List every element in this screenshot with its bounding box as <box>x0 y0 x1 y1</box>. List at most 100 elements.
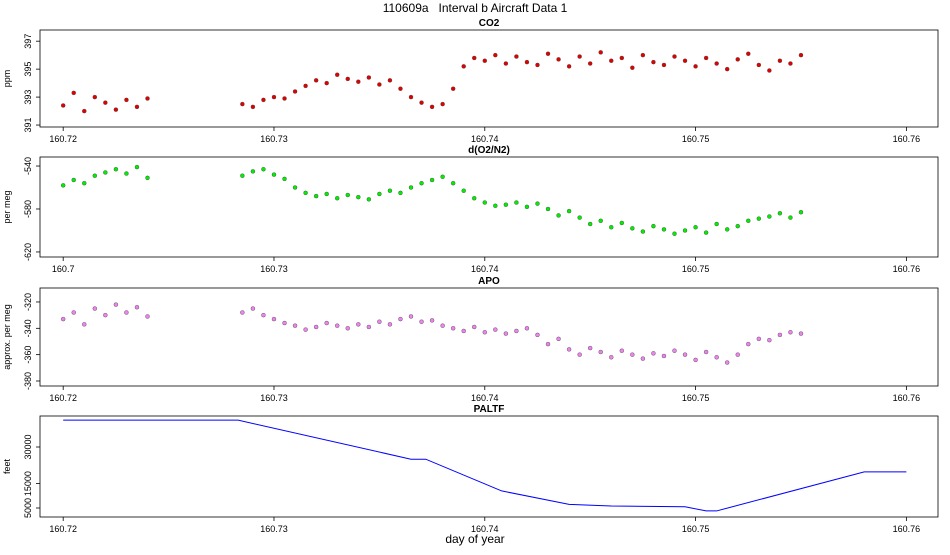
data-point <box>777 58 783 63</box>
data-point <box>345 326 350 331</box>
data-point <box>514 328 519 334</box>
data-point <box>366 75 372 80</box>
x-tick-label: 160.72 <box>49 134 77 144</box>
data-point <box>535 201 540 206</box>
x-tick-label: 160.75 <box>682 524 710 534</box>
data-point <box>450 86 456 91</box>
data-point <box>630 226 635 231</box>
data-point <box>82 322 87 327</box>
data-point <box>482 58 487 63</box>
data-point <box>661 227 667 232</box>
y-tick-label: 5000 <box>23 498 33 518</box>
data-point <box>282 320 287 326</box>
y-tick-label: -580 <box>23 200 33 218</box>
x-tick-label: 160.76 <box>893 134 921 144</box>
data-point <box>240 173 245 178</box>
data-point <box>335 196 340 201</box>
data-point <box>767 214 772 219</box>
data-point <box>324 191 329 197</box>
data-point <box>356 322 361 327</box>
x-tick-label: 160.74 <box>471 264 499 274</box>
data-point <box>587 221 593 227</box>
data-point <box>609 355 614 360</box>
data-point <box>282 176 287 182</box>
data-point <box>503 202 509 207</box>
data-point <box>535 332 540 338</box>
data-point <box>767 68 772 73</box>
data-point <box>113 302 119 307</box>
data-point <box>335 323 340 328</box>
x-tick-label: 160.7 <box>52 264 75 274</box>
x-tick-label: 160.74 <box>471 393 499 403</box>
data-point <box>703 55 709 61</box>
data-point <box>682 58 688 63</box>
y-tick-label: -360 <box>23 346 33 364</box>
data-point <box>777 332 783 338</box>
data-point <box>419 100 424 105</box>
data-point <box>682 228 688 233</box>
data-point <box>714 221 719 227</box>
data-point <box>746 341 751 347</box>
data-point <box>756 336 762 342</box>
data-point <box>587 345 593 351</box>
data-point <box>271 172 277 177</box>
data-point <box>725 360 730 365</box>
data-point <box>735 223 740 229</box>
data-point <box>556 336 561 342</box>
plot-frame <box>39 287 939 387</box>
data-point <box>788 330 793 335</box>
data-point <box>598 218 603 224</box>
data-point <box>408 185 414 190</box>
data-point <box>113 167 119 172</box>
data-point <box>387 188 393 193</box>
data-point <box>250 104 256 110</box>
x-axis-label: day of year <box>445 532 504 546</box>
data-point <box>503 61 509 66</box>
data-point <box>703 349 709 355</box>
data-point <box>398 190 403 196</box>
y-tick-label: 393 <box>23 90 33 105</box>
data-point <box>545 206 551 212</box>
data-point <box>798 331 804 336</box>
data-point <box>725 66 730 72</box>
data-point <box>556 57 561 62</box>
data-line <box>63 419 907 512</box>
plot-frame <box>39 415 939 518</box>
data-point <box>313 193 319 199</box>
data-point <box>103 100 108 105</box>
data-point <box>461 64 466 69</box>
data-point <box>746 51 751 56</box>
data-point <box>461 328 466 334</box>
x-tick-label: 160.76 <box>893 524 921 534</box>
data-point <box>577 215 582 220</box>
data-point <box>71 90 76 96</box>
data-point <box>398 86 403 91</box>
x-tick-label: 160.73 <box>260 524 288 534</box>
data-point <box>482 200 487 205</box>
data-point <box>672 54 677 59</box>
data-point <box>429 318 435 323</box>
panel-title: PALTF <box>474 404 505 415</box>
y-tick-label: -340 <box>23 319 33 337</box>
data-point <box>429 177 435 183</box>
data-point <box>356 194 361 200</box>
data-point <box>408 314 414 319</box>
data-point <box>661 62 667 68</box>
data-point <box>577 54 582 59</box>
data-point <box>672 348 677 353</box>
data-point <box>440 174 445 179</box>
data-point <box>377 191 382 197</box>
data-point <box>514 200 519 205</box>
data-point <box>324 80 329 86</box>
x-tick-label: 160.76 <box>893 264 921 274</box>
data-point <box>292 323 298 328</box>
y-tick-label: 395 <box>23 62 33 77</box>
y-tick-label: -380 <box>23 372 33 390</box>
plot-frame <box>39 156 939 258</box>
data-point <box>71 177 76 183</box>
data-point <box>651 59 656 65</box>
data-point <box>450 326 456 331</box>
data-point <box>366 324 372 330</box>
data-point <box>735 57 740 62</box>
data-point <box>746 218 751 224</box>
